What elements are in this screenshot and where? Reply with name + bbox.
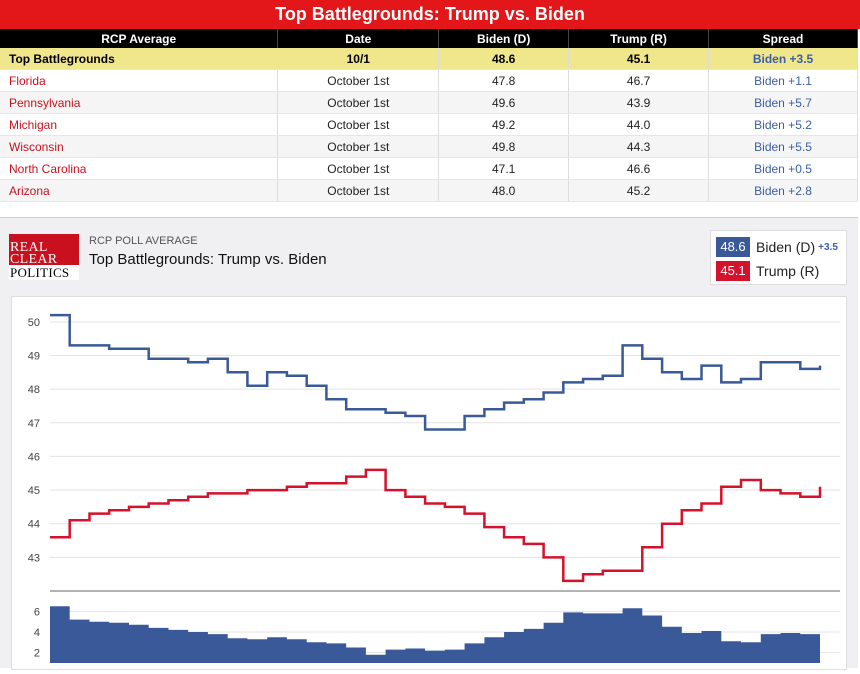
row-spread: Biden +1.1 — [708, 69, 858, 92]
row-biden: 48.0 — [438, 179, 570, 202]
row-trump: 43.9 — [568, 91, 710, 114]
average-trump: 45.1 — [568, 48, 710, 70]
logo-line-clear: CLEAR — [10, 252, 58, 267]
page-title: Top Battlegrounds: Trump vs. Biden — [0, 0, 860, 29]
row-date: October 1st — [277, 135, 440, 158]
legend-biden-label: Biden (D) — [756, 239, 816, 255]
y-tick-label: 46 — [28, 451, 40, 463]
state-link[interactable]: Arizona — [0, 179, 279, 202]
row-date: October 1st — [277, 179, 440, 202]
y-tick-label: 44 — [28, 519, 40, 531]
y-tick-label: 43 — [28, 552, 40, 564]
row-date: October 1st — [277, 69, 440, 92]
state-link[interactable]: Michigan — [0, 113, 279, 136]
legend-biden-spread: +3.5 — [818, 242, 838, 253]
col-header-spread[interactable]: Spread — [708, 29, 858, 48]
row-date: October 1st — [277, 157, 440, 180]
row-biden: 49.8 — [438, 135, 570, 158]
row-trump: 44.3 — [568, 135, 710, 158]
table-header-row: RCP Average Date Biden (D) Trump (R) Spr… — [0, 29, 858, 48]
table-row: Wisconsin October 1st 49.8 44.3 Biden +5… — [0, 135, 858, 158]
trump-series-line — [50, 468, 822, 583]
legend-item-biden[interactable]: 48.6 Biden (D) +3.5 — [716, 237, 838, 257]
chart-panel: REAL CLEAR POLITICS RCP POLL AVERAGE Top… — [0, 217, 858, 670]
row-spread: Biden +5.5 — [708, 135, 858, 158]
spread-y-tick-label: 6 — [34, 606, 40, 618]
state-link[interactable]: Wisconsin — [0, 135, 279, 158]
chart-plot-area[interactable]: 43 44 45 46 47 48 49 50 2 4 6 — [11, 296, 847, 670]
row-trump: 46.6 — [568, 157, 710, 180]
average-date: 10/1 — [277, 48, 440, 70]
legend-biden-value: 48.6 — [716, 237, 750, 257]
state-link[interactable]: Pennsylvania — [0, 91, 279, 114]
chart-legend: 48.6 Biden (D) +3.5 45.1 Trump (R) — [710, 230, 847, 285]
biden-series-line — [50, 313, 822, 431]
average-row: Top Battlegrounds 10/1 48.6 45.1 Biden +… — [0, 48, 858, 70]
y-tick-label: 47 — [28, 418, 40, 430]
row-date: October 1st — [277, 113, 440, 136]
spread-area — [50, 606, 820, 663]
row-biden: 47.8 — [438, 69, 570, 92]
row-trump: 45.2 — [568, 179, 710, 202]
col-header-biden[interactable]: Biden (D) — [438, 29, 570, 48]
table-row: Michigan October 1st 49.2 44.0 Biden +5.… — [0, 113, 858, 136]
average-name: Top Battlegrounds — [0, 48, 279, 70]
row-spread: Biden +0.5 — [708, 157, 858, 180]
col-header-date[interactable]: Date — [277, 29, 440, 48]
row-trump: 46.7 — [568, 69, 710, 92]
table-row: Pennsylvania October 1st 49.6 43.9 Biden… — [0, 91, 858, 114]
rcp-logo[interactable]: REAL CLEAR POLITICS — [9, 234, 79, 280]
chart-kicker: RCP POLL AVERAGE — [89, 235, 198, 247]
y-tick-label: 49 — [28, 350, 40, 362]
row-spread: Biden +2.8 — [708, 179, 858, 202]
table-row: Florida October 1st 47.8 46.7 Biden +1.1 — [0, 69, 858, 92]
state-link[interactable]: Florida — [0, 69, 279, 92]
legend-item-trump[interactable]: 45.1 Trump (R) — [716, 261, 819, 281]
y-tick-label: 48 — [28, 384, 40, 396]
row-biden: 49.6 — [438, 91, 570, 114]
average-spread: Biden +3.5 — [708, 48, 858, 70]
chart-title: Top Battlegrounds: Trump vs. Biden — [89, 251, 327, 268]
row-biden: 49.2 — [438, 113, 570, 136]
table-row: North Carolina October 1st 47.1 46.6 Bid… — [0, 157, 858, 180]
logo-line-real: REAL — [10, 240, 48, 255]
row-spread: Biden +5.2 — [708, 113, 858, 136]
spread-y-tick-label: 4 — [34, 627, 40, 639]
legend-trump-label: Trump (R) — [756, 263, 820, 279]
average-biden: 48.6 — [438, 48, 570, 70]
table-row: Arizona October 1st 48.0 45.2 Biden +2.8 — [0, 179, 858, 202]
logo-line-politics: POLITICS — [9, 265, 79, 280]
state-link[interactable]: North Carolina — [0, 157, 279, 180]
row-spread: Biden +5.7 — [708, 91, 858, 114]
legend-trump-value: 45.1 — [716, 261, 750, 281]
row-trump: 44.0 — [568, 113, 710, 136]
y-tick-label: 50 — [28, 317, 40, 329]
poll-table: RCP Average Date Biden (D) Trump (R) Spr… — [0, 29, 858, 202]
row-date: October 1st — [277, 91, 440, 114]
y-tick-label: 45 — [28, 485, 40, 497]
col-header-trump[interactable]: Trump (R) — [568, 29, 710, 48]
row-biden: 47.1 — [438, 157, 570, 180]
spread-y-tick-label: 2 — [34, 648, 40, 660]
col-header-rcp-average[interactable]: RCP Average — [0, 29, 279, 48]
